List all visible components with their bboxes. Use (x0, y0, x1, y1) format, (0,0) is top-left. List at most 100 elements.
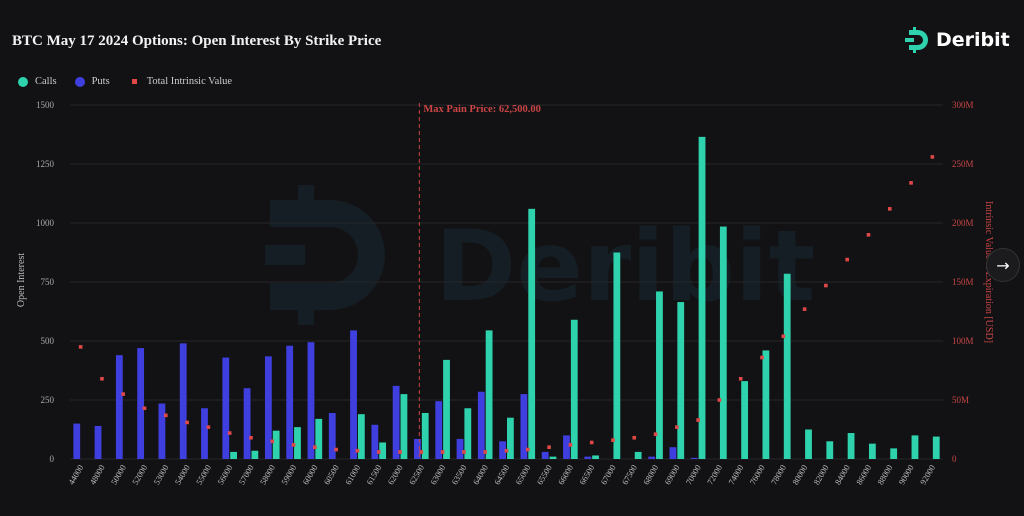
right-axis-ticks: 0 50M 100M 150M 200M 250M 300M (952, 100, 974, 464)
intrinsic-point (738, 376, 743, 381)
put-bar (499, 441, 506, 459)
call-bar (379, 442, 387, 459)
intrinsic-point (845, 257, 849, 262)
call-bar (847, 433, 855, 459)
intrinsic-point (398, 450, 402, 454)
call-bar (592, 455, 599, 459)
legend-item-calls[interactable]: Calls (18, 76, 57, 87)
put-bar (520, 394, 528, 459)
x-tick-label: 65500 (535, 463, 554, 486)
x-tick-label: 88000 (875, 463, 894, 486)
x-tick-label: 56000 (215, 463, 234, 486)
put-bar (371, 424, 379, 459)
x-tick-label: 53000 (151, 463, 170, 486)
intrinsic-point (653, 432, 658, 437)
intrinsic-point (504, 448, 509, 453)
intrinsic-point (781, 334, 786, 339)
put-bar (563, 435, 570, 459)
call-bar (890, 448, 898, 459)
chart-legend: Calls Puts Total Intrinsic Value (18, 76, 250, 87)
intrinsic-point (227, 431, 232, 435)
x-tick-label: 82000 (811, 463, 830, 486)
call-bar (294, 427, 301, 459)
intrinsic-point (717, 398, 722, 402)
x-tick-label: 80000 (790, 463, 809, 486)
intrinsic-point (376, 450, 381, 454)
x-tick-label: 55000 (194, 463, 213, 486)
put-bar (94, 425, 102, 459)
intrinsic-point (355, 448, 360, 453)
intrinsic-point (866, 233, 871, 237)
legend-item-puts[interactable]: Puts (74, 76, 110, 87)
x-tick-label: 58000 (258, 463, 277, 486)
intrinsic-point (696, 418, 700, 422)
x-tick-label: 61500 (364, 463, 383, 486)
x-tick-label: 84000 (833, 463, 852, 486)
call-bar (719, 226, 727, 459)
legend-puts-swatch (74, 76, 85, 87)
put-bar (669, 447, 677, 459)
call-bar (443, 359, 450, 459)
x-tick-label: 69000 (662, 463, 681, 486)
intrinsic-point (547, 445, 551, 449)
x-tick-label: 61000 (343, 463, 362, 486)
right-tick-label: 150M (952, 277, 974, 287)
call-bar (634, 451, 642, 459)
x-tick-label: 59000 (279, 463, 298, 486)
x-tick-label: 63500 (449, 463, 468, 486)
x-axis-ticks: 44000 48000 50000 52000 53000 54000 55000 56000… (66, 463, 937, 486)
put-bar (648, 456, 656, 459)
legend-intrinsic-swatch (131, 79, 137, 84)
x-tick-label: 76000 (747, 463, 766, 486)
intrinsic-point (419, 450, 424, 454)
left-tick-label: 1250 (36, 159, 55, 169)
intrinsic-point (462, 450, 466, 454)
left-axis-label: Open Interest (16, 253, 27, 307)
intrinsic-point (313, 445, 317, 449)
call-bar (826, 441, 834, 459)
call-bar (400, 394, 408, 459)
intrinsic-point (164, 413, 168, 418)
x-tick-label: 64000 (471, 463, 490, 486)
put-bar (456, 438, 464, 459)
x-tick-label: 50000 (109, 463, 128, 486)
x-tick-label: 67500 (620, 463, 639, 486)
x-tick-label: 74000 (726, 463, 745, 486)
put-bar (307, 342, 315, 459)
put-bar (435, 401, 443, 459)
x-tick-label: 52000 (130, 463, 149, 486)
legend-calls-swatch (18, 76, 28, 87)
right-tick-label: 300M (952, 100, 974, 110)
legend-item-intrinsic[interactable]: Total Intrinsic Value (128, 76, 232, 87)
x-tick-label: 72000 (705, 463, 724, 486)
call-bar (613, 252, 621, 459)
call-bar (315, 418, 323, 459)
call-bar (549, 456, 557, 459)
call-bar (911, 435, 919, 459)
put-bar (541, 451, 549, 459)
x-tick-label: 57000 (236, 463, 255, 486)
call-bar (230, 451, 237, 459)
call-bar (464, 408, 472, 459)
intrinsic-point (824, 283, 828, 288)
intrinsic-point (909, 181, 913, 185)
call-bar (357, 414, 365, 459)
intrinsic-point (887, 207, 892, 211)
left-tick-label: 750 (41, 277, 55, 287)
call-bar (421, 412, 429, 459)
x-tick-label: 62500 (407, 463, 426, 486)
intrinsic-point (206, 425, 211, 429)
intrinsic-points-layer (78, 155, 935, 454)
next-arrow-button[interactable]: → (986, 248, 1020, 282)
intrinsic-point (525, 447, 530, 452)
call-bar (656, 291, 663, 459)
legend-puts-label: Puts (91, 76, 110, 87)
intrinsic-point (185, 420, 189, 425)
x-tick-label: 92000 (918, 463, 937, 486)
x-tick-label: 68000 (641, 463, 660, 486)
put-bar (477, 391, 485, 459)
intrinsic-point (334, 447, 338, 452)
call-bar (485, 330, 493, 459)
intrinsic-point (675, 425, 679, 429)
